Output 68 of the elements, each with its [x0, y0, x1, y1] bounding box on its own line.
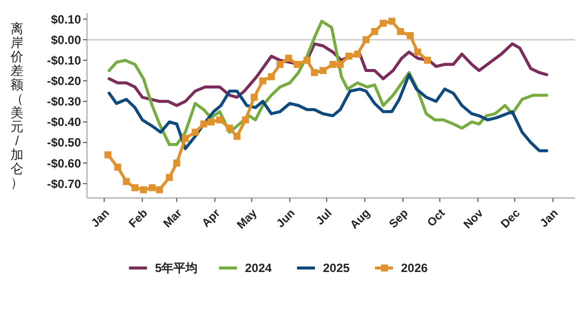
- x-tick-label: May: [235, 206, 260, 232]
- point: [424, 56, 431, 64]
- point: [406, 32, 414, 40]
- point: [320, 67, 327, 74]
- legend-label: 2026: [401, 261, 428, 276]
- x-tick-label: Nov: [462, 206, 486, 232]
- text: 离岸价差额（美元/加仑）: [10, 21, 24, 190]
- point: [345, 52, 352, 60]
- y-tick-label: -$0.10: [46, 53, 82, 68]
- x-tick-label: Mar: [162, 206, 185, 230]
- point: [268, 73, 275, 80]
- y-tick-label: -$0.60: [46, 156, 82, 170]
- point: [226, 124, 234, 132]
- point: [173, 160, 180, 167]
- point: [104, 151, 112, 158]
- point: [242, 116, 250, 124]
- point: [259, 77, 266, 84]
- point: [233, 132, 240, 140]
- point: [310, 69, 318, 76]
- point: [304, 56, 311, 64]
- point: [285, 54, 292, 62]
- point: [294, 60, 301, 68]
- y-tick-label: $0.10: [50, 12, 82, 26]
- line-series: [108, 73, 548, 152]
- point: [216, 116, 224, 124]
- point: [250, 94, 258, 101]
- point: [140, 186, 148, 194]
- point: [371, 28, 378, 35]
- y-tick-label: -$0.70: [46, 176, 82, 191]
- x-tick-label: Jan: [538, 207, 561, 230]
- x-tick-label: Feb: [127, 207, 150, 230]
- legend-label: 2025: [323, 261, 350, 276]
- point: [148, 184, 156, 192]
- x-tick-label: Aug: [348, 207, 373, 232]
- x-tick-label: Sep: [387, 207, 411, 231]
- point: [166, 174, 173, 181]
- x-tick-label: Jan: [90, 207, 112, 230]
- point: [329, 60, 336, 68]
- point: [380, 20, 387, 27]
- y-tick-label: -$0.50: [46, 136, 82, 150]
- point: [396, 28, 404, 35]
- point: [114, 164, 122, 171]
- x-tick-label: Jun: [274, 207, 298, 230]
- x-tick-label: Apr: [200, 206, 224, 230]
- point: [336, 60, 344, 68]
- y-tick-label: -$0.20: [46, 74, 82, 88]
- point: [414, 48, 422, 56]
- x-tick-label: Oct: [426, 207, 448, 230]
- y-tick-label: $0.00: [50, 32, 82, 47]
- x-tick-label: Jul: [314, 207, 335, 228]
- point: [362, 36, 370, 44]
- point: [276, 60, 284, 68]
- x-tick-label: Dec: [499, 206, 523, 231]
- line-series: [108, 20, 548, 146]
- point: [208, 118, 215, 126]
- y-tick-label: -$0.40: [46, 115, 82, 130]
- line-series: [108, 42, 548, 107]
- legend-label: 5年平均: [155, 261, 198, 276]
- y-tick-label: -$0.30: [46, 94, 82, 109]
- point: [388, 18, 396, 25]
- point: [200, 120, 208, 128]
- point: [122, 178, 130, 186]
- point: [182, 134, 189, 142]
- point: [354, 50, 361, 58]
- legend-label: 2024: [245, 261, 272, 276]
- point: [131, 184, 138, 192]
- point: [192, 128, 199, 136]
- point: [156, 186, 164, 194]
